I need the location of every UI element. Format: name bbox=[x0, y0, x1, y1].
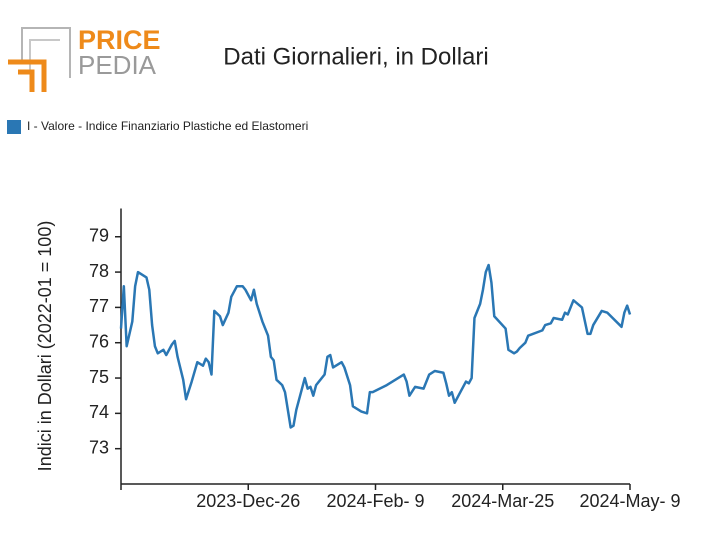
logo-price: PRICE bbox=[78, 25, 161, 55]
logo-mark bbox=[8, 27, 71, 92]
y-tick-label: 73 bbox=[89, 437, 109, 457]
y-tick-label: 75 bbox=[89, 367, 109, 387]
logo-pedia: PEDIA bbox=[78, 50, 157, 80]
x-tick-label: 2024-Mar-25 bbox=[451, 491, 554, 511]
y-tick-label: 78 bbox=[89, 261, 109, 281]
y-axis-title: Indici in Dollari (2022-01 = 100) bbox=[35, 221, 55, 472]
legend-swatch bbox=[7, 120, 21, 134]
y-tick-label: 74 bbox=[89, 402, 109, 422]
x-tick-label: 2024-Feb- 9 bbox=[326, 491, 424, 511]
x-tick-label: 2023-Dec-26 bbox=[196, 491, 300, 511]
legend-label: I - Valore - Indice Finanziario Plastich… bbox=[27, 119, 308, 133]
x-tick-label: 2024-May- 9 bbox=[579, 491, 680, 511]
y-tick-label: 79 bbox=[89, 226, 109, 246]
y-tick-label: 77 bbox=[89, 296, 109, 316]
chart-title: Dati Giornalieri, in Dollari bbox=[223, 43, 488, 70]
y-tick-label: 76 bbox=[89, 331, 109, 351]
data-line bbox=[119, 263, 632, 429]
